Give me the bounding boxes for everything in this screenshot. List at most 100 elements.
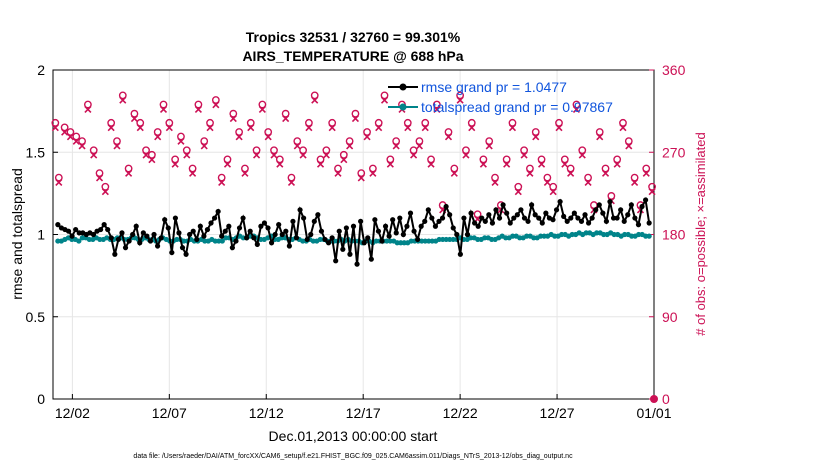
obs-assimilated-point xyxy=(334,169,342,177)
obs-assimilated-point xyxy=(194,105,202,113)
obs-assimilated-point xyxy=(532,133,540,141)
rmse-point xyxy=(625,212,631,218)
rmse-point xyxy=(543,210,549,216)
obs-possible-point xyxy=(415,137,424,146)
obs-possible-point xyxy=(560,155,569,164)
rmse-point xyxy=(529,202,535,208)
obs-assimilated-point xyxy=(276,160,284,168)
rmse-point xyxy=(372,217,378,223)
rmse-point xyxy=(105,226,111,233)
x-tick-label: 12/07 xyxy=(152,405,187,421)
rmse-point xyxy=(311,218,317,224)
obs-possible-point xyxy=(281,109,290,118)
rmse-point xyxy=(582,212,588,218)
obs-assimilated-point xyxy=(456,96,464,104)
rmse-point xyxy=(204,226,211,233)
rmse-point xyxy=(365,235,371,241)
rmse-point xyxy=(472,220,478,226)
obs-possible-point xyxy=(211,96,220,104)
rmse-point xyxy=(322,236,328,243)
rmse-point xyxy=(464,231,471,238)
obs-assimilated-point xyxy=(340,156,348,164)
x-tick-label: 12/02 xyxy=(55,405,90,421)
rmse-point xyxy=(147,238,154,244)
rmse-point xyxy=(290,218,296,224)
obs-possible-point xyxy=(142,146,150,155)
obs-assimilated-point xyxy=(526,169,534,177)
obs-possible-point xyxy=(630,173,639,182)
obs-assimilated-point xyxy=(264,133,272,141)
rmse-point xyxy=(90,231,97,238)
chart-title-line-2: AIRS_TEMPERATURE @ 688 hPa xyxy=(242,48,463,64)
obs-assimilated-point xyxy=(642,169,650,177)
obs-assimilated-point xyxy=(555,124,563,132)
obs-assimilated-point xyxy=(404,124,412,132)
obs-assimilated-point xyxy=(468,124,476,132)
legend-rmse-label: rmse grand pr = 1.0477 xyxy=(421,79,567,95)
obs-possible-point xyxy=(613,155,622,164)
rmse-point xyxy=(457,251,463,257)
obs-possible-point xyxy=(188,164,197,173)
obs-assimilated-point xyxy=(514,188,522,196)
obs-assimilated-point xyxy=(648,188,656,196)
obs-assimilated-point xyxy=(206,124,214,132)
y-tick-label: 0 xyxy=(37,391,45,407)
y2-tick-label: 360 xyxy=(662,62,686,78)
obs-possible-point xyxy=(159,100,168,109)
rmse-point xyxy=(108,235,114,241)
obs-possible-point xyxy=(409,146,418,155)
rmse-point xyxy=(461,215,467,221)
totalspread-point xyxy=(219,238,225,244)
obs-possible-point xyxy=(107,118,116,127)
rmse-point xyxy=(603,218,610,224)
series-group xyxy=(51,91,658,403)
rmse-point xyxy=(115,236,122,243)
obs-possible-point xyxy=(258,100,267,109)
obs-possible-point xyxy=(275,155,284,164)
totalspread-point xyxy=(76,238,82,244)
obs-assimilated-point xyxy=(101,188,109,196)
rmse-point xyxy=(607,199,613,205)
obs-assimilated-point xyxy=(508,124,517,132)
obs-assimilated-point xyxy=(433,105,441,113)
rmse-point xyxy=(600,210,606,216)
rmse-point xyxy=(382,223,389,229)
obs-assimilated-point xyxy=(520,151,528,159)
obs-assimilated-point xyxy=(107,124,115,132)
obs-zero-marker xyxy=(650,395,658,403)
rmse-point xyxy=(482,218,488,224)
rmse-point xyxy=(489,220,496,226)
rmse-point xyxy=(197,223,203,229)
obs-possible-point xyxy=(310,91,319,100)
obs-assimilated-point xyxy=(84,105,92,113)
obs-possible-point xyxy=(357,169,366,177)
rmse-point xyxy=(169,249,175,256)
rmse-point xyxy=(76,230,82,236)
obs-possible-point xyxy=(95,169,104,177)
obs-possible-point xyxy=(444,128,453,136)
rmse-point xyxy=(240,215,246,221)
rmse-point xyxy=(368,256,374,262)
rmse-point xyxy=(646,220,652,226)
obs-possible-point xyxy=(124,164,133,173)
y2-axis-label: # of obs: o=possible; ×=assimilated xyxy=(693,132,708,335)
legend-rmse-marker xyxy=(399,83,407,91)
obs-assimilated-point xyxy=(578,151,586,159)
rmse-point xyxy=(354,261,360,267)
rmse-point xyxy=(283,228,289,234)
obs-possible-point xyxy=(153,128,162,136)
obs-possible-point xyxy=(619,118,627,127)
obs-possible-point xyxy=(595,128,604,136)
rmse-point xyxy=(211,215,218,221)
rmse-point xyxy=(55,222,61,228)
obs-assimilated-point xyxy=(90,151,98,159)
rmse-point xyxy=(400,231,406,238)
rmse-point xyxy=(379,238,385,244)
rmse-point xyxy=(183,251,189,257)
obs-possible-point xyxy=(566,164,575,173)
obs-possible-point xyxy=(252,146,261,155)
obs-assimilated-point xyxy=(299,151,307,159)
obs-possible-point xyxy=(421,118,430,127)
rmse-point xyxy=(347,251,353,257)
x-tick-label: 12/12 xyxy=(249,405,284,421)
